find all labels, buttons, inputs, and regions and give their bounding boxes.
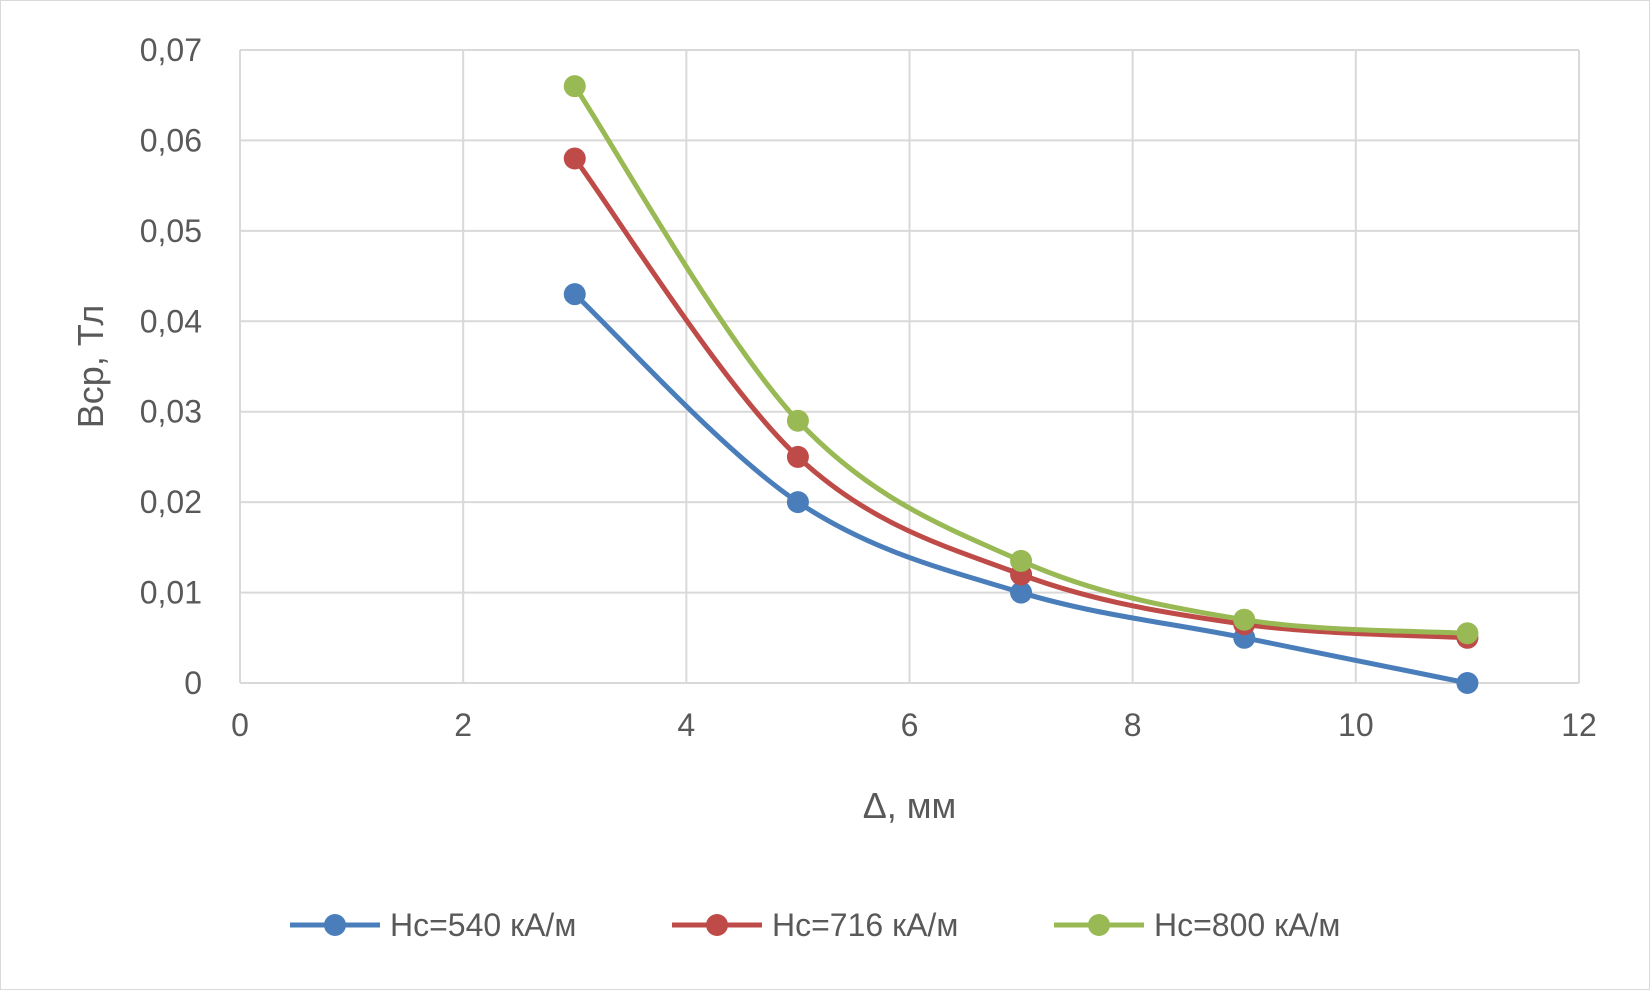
series-3	[563, 75, 1479, 645]
x-axis-title: Δ, мм	[863, 785, 957, 826]
data-point	[1456, 672, 1479, 694]
x-axis-ticks: 0 2 4 6 8 10 12	[231, 707, 1597, 743]
data-point	[786, 445, 809, 468]
data-point	[786, 409, 809, 432]
data-point	[563, 283, 586, 306]
data-point	[1456, 622, 1479, 645]
legend: Hc=540 кА/м Hc=716 кА/м Hc=800 кА/м	[290, 907, 1340, 943]
grid	[239, 49, 1580, 684]
y-tick-label: 0,05	[140, 213, 202, 249]
legend-item: Hc=716 кА/м	[672, 907, 958, 943]
series-2	[563, 147, 1479, 649]
y-tick-label: 0,04	[140, 303, 202, 339]
x-tick-label: 4	[677, 707, 695, 743]
data-point	[786, 491, 809, 514]
data-point	[1233, 608, 1256, 631]
y-tick-label: 0	[184, 665, 202, 701]
legend-item: Hc=800 кА/м	[1054, 907, 1340, 943]
x-tick-label: 8	[1124, 707, 1142, 743]
legend-label: Hc=716 кА/м	[772, 907, 958, 943]
x-tick-label: 0	[231, 707, 249, 743]
y-axis-ticks: 0 0,01 0,02 0,03 0,04 0,05 0,06 0,07	[140, 32, 202, 701]
data-point	[563, 147, 586, 170]
data-point	[1010, 549, 1033, 572]
legend-label: Hc=800 кА/м	[1154, 907, 1340, 943]
data-point	[563, 75, 586, 98]
legend-label: Hc=540 кА/м	[390, 907, 576, 943]
legend-swatch-marker	[706, 914, 728, 936]
x-tick-label: 12	[1561, 707, 1597, 743]
legend-swatch-marker	[1088, 914, 1110, 936]
series-line	[572, 156, 1470, 641]
y-tick-label: 0,02	[140, 484, 202, 520]
y-tick-label: 0,06	[140, 122, 202, 158]
y-axis-title: Вср, Тл	[70, 305, 111, 428]
x-tick-label: 10	[1338, 707, 1374, 743]
series-group	[563, 75, 1479, 694]
y-tick-label: 0,01	[140, 575, 202, 611]
x-tick-label: 2	[454, 707, 472, 743]
series-line	[572, 83, 1470, 636]
y-tick-label: 0,03	[140, 394, 202, 430]
legend-swatch-marker	[324, 914, 346, 936]
legend-item: Hc=540 кА/м	[290, 907, 576, 943]
x-tick-label: 6	[901, 707, 919, 743]
data-point	[1010, 581, 1033, 604]
y-tick-label: 0,07	[140, 32, 202, 68]
